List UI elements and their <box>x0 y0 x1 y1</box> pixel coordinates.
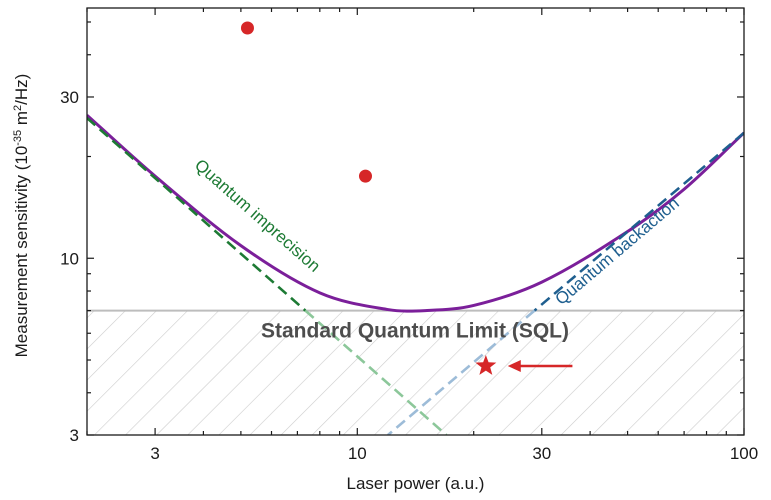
y-tick-label: 30 <box>60 88 79 107</box>
x-tick-label: 3 <box>150 444 159 463</box>
x-tick-label: 100 <box>730 444 758 463</box>
star-point <box>475 355 497 375</box>
y-label-sup2: 2 <box>12 105 24 111</box>
data-point-2 <box>358 169 372 183</box>
annotation-quantum-backaction: Quantum backaction <box>552 193 683 308</box>
x-tick-label: 10 <box>348 444 367 463</box>
series-total-sensitivity <box>87 114 744 313</box>
data-point-1 <box>240 21 254 35</box>
series-quantum-imprecision <box>87 117 307 312</box>
arrow-head <box>507 360 521 373</box>
series-quantum-backaction <box>533 131 744 312</box>
points-layer <box>240 21 497 375</box>
y-label-main: Measurement sensitivity (10 <box>12 146 31 358</box>
y-label-tail: /Hz) <box>12 74 31 105</box>
ticks-layer: 3 10 30 100 3 10 30 <box>60 8 758 463</box>
plot-frame <box>86 7 745 436</box>
series-layer <box>87 114 744 435</box>
y-label-sup1: -35 <box>12 130 24 146</box>
series-quantum-imprecision-below-sql <box>304 309 448 435</box>
y-axis-label: Measurement sensitivity (10-35 m2/Hz) <box>12 74 31 358</box>
x-axis-label: Laser power (a.u.) <box>347 474 485 493</box>
series-quantum-backaction-below-sql <box>387 309 536 435</box>
arrow <box>507 360 573 373</box>
y-label-mid: m <box>12 111 31 130</box>
sql-hatched-region <box>87 310 744 435</box>
y-tick-label: 3 <box>70 426 79 445</box>
y-tick-label: 10 <box>60 249 79 268</box>
x-tick-label: 30 <box>532 444 551 463</box>
sql-label: Standard Quantum Limit (SQL) <box>261 320 569 343</box>
